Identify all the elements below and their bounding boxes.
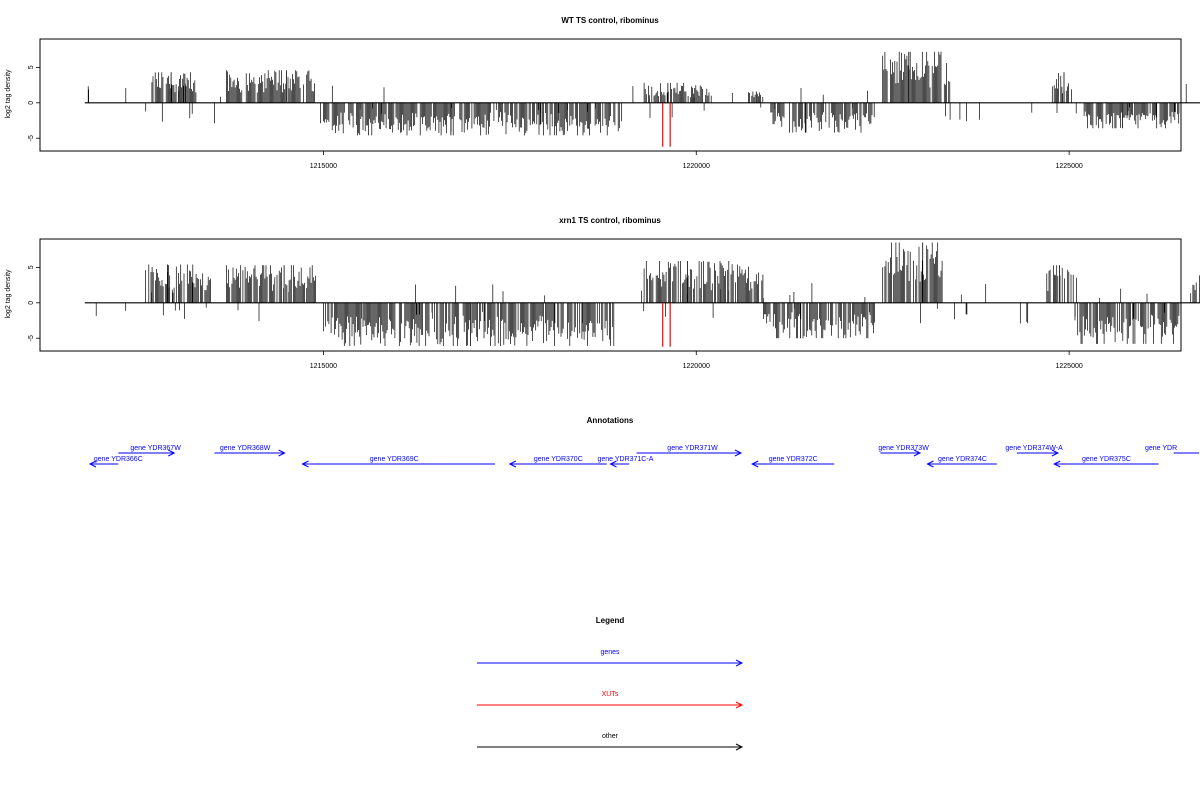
- legend-title: Legend: [596, 616, 625, 625]
- gene-arrow: gene YDR371C-A: [597, 456, 654, 468]
- gene-arrow: gene YDR367W: [118, 445, 181, 457]
- gene-label: gene YDR371W: [667, 445, 718, 452]
- plot-frame: [39, 238, 1182, 352]
- xut-markers: [662, 102, 671, 147]
- gene-label: gene YDR374W-A: [1005, 445, 1063, 452]
- x-tick-label: 1215000: [310, 363, 337, 370]
- y-tick-label: 0: [28, 101, 35, 105]
- gene-arrow: gene YDR366C: [88, 456, 143, 468]
- gene-arrow: gene YDR374W-A: [1005, 445, 1063, 457]
- gene-arrowhead: [734, 449, 743, 457]
- gene-label: gene YDR374C: [938, 456, 987, 463]
- gene-arrow: gene YDR373W: [878, 445, 929, 457]
- density-bars: [84, 242, 1200, 346]
- legend-label: other: [602, 733, 619, 740]
- gene-label: gene YDR369C: [370, 456, 419, 463]
- gene-arrowhead: [913, 449, 922, 457]
- legend-arrowhead: [735, 743, 744, 751]
- track-panel-xrn1: xrn1 TS control, ribominus log2 tag dens…: [5, 216, 1200, 370]
- gene-label: gene YDR371C-A: [597, 456, 653, 463]
- gene-label: gene YDR: [1145, 445, 1177, 452]
- gene-arrowhead: [301, 460, 309, 468]
- x-tick-label: 1220000: [683, 363, 710, 370]
- gene-arrow: gene YDR369C: [301, 456, 495, 468]
- gene-arrow: gene YDR371W: [636, 445, 743, 457]
- legend-arrowhead: [735, 659, 744, 667]
- legend-items: genes XUTs other: [477, 649, 744, 751]
- y-axis-label: log2 tag density: [5, 269, 12, 319]
- gene-arrow: gene YDR372C: [751, 456, 835, 468]
- y-tick-label: -5: [28, 135, 35, 141]
- legend-arrowhead: [735, 701, 744, 709]
- gene-label: gene YDR370C: [534, 456, 583, 463]
- gene-arrowhead: [926, 460, 934, 468]
- gene-arrow: gene YDR: [1145, 445, 1199, 454]
- x-tick-label: 1215000: [310, 163, 337, 170]
- xut-markers: [662, 302, 671, 347]
- x-tick-label: 1225000: [1056, 363, 1083, 370]
- x-tick-label: 1225000: [1056, 163, 1083, 170]
- legend-label: genes: [600, 649, 620, 656]
- gene-arrows: gene YDR366C gene YDR367W gene YDR368W gene…: [88, 445, 1199, 468]
- gene-arrowhead: [508, 460, 517, 468]
- gene-arrowhead: [751, 460, 759, 468]
- y-axis: -5 0 5: [28, 265, 40, 341]
- legend-item: other: [477, 733, 744, 751]
- track-panel-wt: WT TS control, ribominus log2 tag densit…: [5, 16, 1200, 170]
- legend-label: XUTs: [602, 691, 619, 698]
- gene-arrowhead: [278, 449, 286, 457]
- density-bars: [84, 51, 1200, 136]
- plot-frame: [39, 38, 1182, 152]
- y-tick-label: 0: [28, 301, 35, 305]
- y-tick-label: -5: [28, 335, 35, 341]
- legend-item: XUTs: [477, 691, 744, 709]
- gene-label: gene YDR366C: [94, 456, 143, 463]
- legend: Legend genes XUTs other: [477, 616, 744, 751]
- annotations-title: Annotations: [587, 416, 634, 425]
- x-axis: 1215000 1220000 1225000: [310, 151, 1083, 170]
- gene-label: gene YDR372C: [769, 456, 818, 463]
- y-tick-label: 5: [28, 65, 35, 69]
- gene-arrowhead: [1053, 460, 1061, 468]
- gene-arrowhead: [1051, 449, 1060, 457]
- gene-arrowhead: [88, 460, 97, 468]
- gene-arrowhead: [609, 460, 617, 468]
- gene-label: gene YDR367W: [130, 445, 181, 452]
- gene-arrow: gene YDR374C: [926, 456, 997, 468]
- y-axis: -5 0 5: [28, 65, 40, 141]
- gene-label: gene YDR373W: [878, 445, 929, 452]
- gene-arrow: gene YDR368W: [214, 445, 286, 457]
- y-axis-label: log2 tag density: [5, 69, 12, 119]
- gene-arrowhead: [168, 449, 176, 457]
- gene-arrow: gene YDR370C: [508, 456, 607, 468]
- gene-label: gene YDR375C: [1082, 456, 1131, 463]
- gene-arrow: gene YDR375C: [1053, 456, 1159, 468]
- gene-label: gene YDR368W: [220, 445, 271, 452]
- chart-title: WT TS control, ribominus: [561, 16, 659, 25]
- x-axis: 1215000 1220000 1225000: [310, 351, 1083, 370]
- y-tick-label: 5: [28, 265, 35, 269]
- chart-title: xrn1 TS control, ribominus: [559, 216, 661, 225]
- legend-item: genes: [477, 649, 744, 667]
- x-tick-label: 1220000: [683, 163, 710, 170]
